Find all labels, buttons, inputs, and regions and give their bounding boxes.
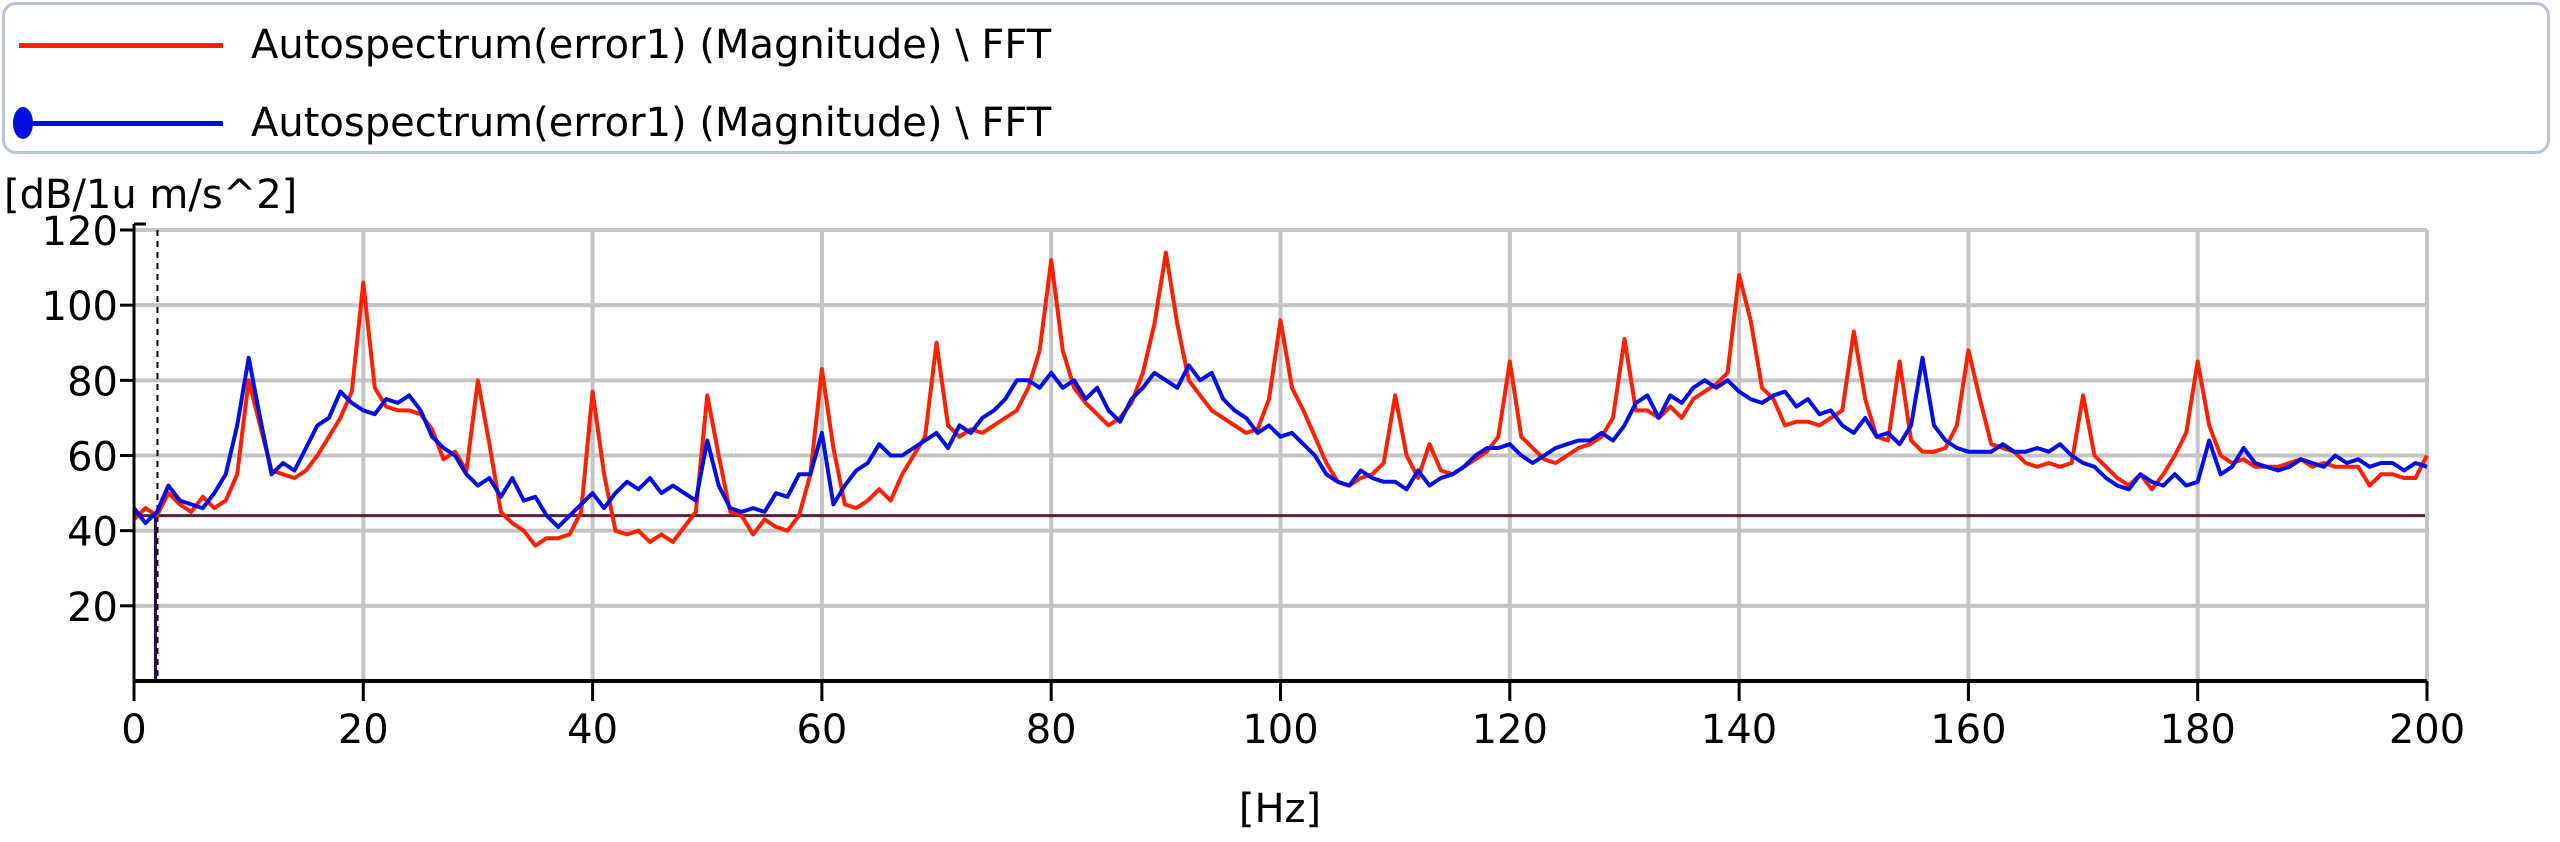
y-tick-label: 100 <box>42 284 118 330</box>
legend-swatch-red <box>13 15 223 75</box>
x-tick-label: 100 <box>1242 707 1318 753</box>
y-tick-label: 120 <box>42 209 118 255</box>
legend-item-blue[interactable]: Autospectrum(error1) (Magnitude) \ FFT <box>5 93 1051 153</box>
y-tick-label: 60 <box>67 435 118 481</box>
circle-marker-icon <box>13 107 33 139</box>
x-tick-label: 0 <box>121 707 146 753</box>
series-line-blue <box>132 355 2428 529</box>
x-tick-label: 60 <box>796 707 847 753</box>
y-axis-label: [dB/1u m/s^2] <box>4 172 298 218</box>
x-tick-label: 200 <box>2389 707 2465 753</box>
x-tick-label: 140 <box>1701 707 1777 753</box>
x-tick-label: 80 <box>1026 707 1077 753</box>
x-axis-label: [Hz] <box>1239 786 1321 832</box>
legend-label: Autospectrum(error1) (Magnitude) \ FFT <box>251 100 1052 146</box>
y-tick-label: 20 <box>67 585 118 631</box>
legend-label: Autospectrum(error1) (Magnitude) \ FFT <box>251 22 1052 68</box>
legend-swatch-blue <box>13 93 223 153</box>
legend: Autospectrum(error1) (Magnitude) \ FFT A… <box>2 2 2550 154</box>
y-tick-label: 40 <box>67 510 118 556</box>
x-tick-label: 180 <box>2160 707 2236 753</box>
legend-item-red[interactable]: Autospectrum(error1) (Magnitude) \ FFT <box>5 15 1051 75</box>
x-tick-label: 160 <box>1930 707 2006 753</box>
series-line-red <box>132 250 2429 548</box>
x-tick-label: 40 <box>567 707 618 753</box>
x-tick-label: 20 <box>338 707 389 753</box>
y-tick-label: 80 <box>67 359 118 405</box>
x-tick-label: 120 <box>1472 707 1548 753</box>
